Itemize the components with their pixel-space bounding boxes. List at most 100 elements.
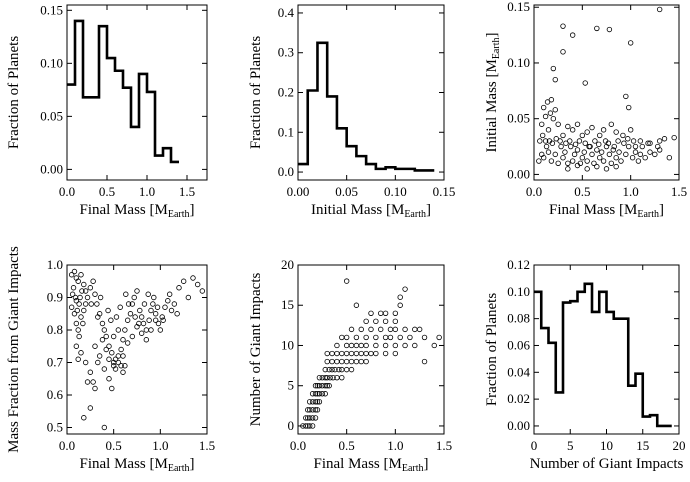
scatter-point [115,327,122,333]
scatter-point [71,268,78,275]
scatter-point [101,424,108,431]
scatter-point [146,317,152,323]
scatter-point [565,123,571,130]
scatter-point [666,155,673,161]
scatter-point [407,334,413,341]
y-tick-label: 1.0 [47,257,63,272]
y-tick-label: 15 [281,297,294,312]
scatter-point [334,350,340,357]
scatter-point [316,391,323,397]
scatter-point [655,143,661,150]
scatter-point [159,314,165,320]
scatter-point [550,115,557,122]
scatter-point [82,301,89,307]
scatter-point [378,310,384,316]
y-tick-label: 0.06 [507,337,530,352]
panel-2: 0.00 0.05 0.10 0.15 0.0 0.1 0.2 0.3 0.4 Initial M… [248,4,455,220]
scatter-point [185,294,192,301]
scatter-point [387,334,394,341]
scatter-point [329,358,335,365]
scatter-point [637,151,644,158]
scatter-point [101,366,108,372]
scatter-point [106,343,112,349]
scatter-point [353,350,360,357]
scatter-point [608,121,615,127]
scatter-point [579,155,586,161]
y-tick-label: 0.00 [507,166,530,181]
y-tick-label: 0 [288,418,295,433]
scatter-point [327,374,333,381]
scatter-point [339,374,345,381]
histogram-step-line [534,282,672,428]
scatter-point [122,327,128,333]
scatter-point [132,314,138,320]
y-tick-label: 0.05 [40,108,63,123]
scatter-point [605,140,612,146]
scatter-point [138,330,145,336]
scatter-point [412,342,418,349]
panel-3: 0.0 0.5 1.0 1.5 0.00 0.05 0.10 0.15 Final Mass [… [484,0,687,220]
scatter-point [543,143,550,150]
scatter-point [563,140,569,146]
scatter-point [92,343,98,349]
scatter-point [73,320,80,327]
y-tick-label: 0.00 [507,418,530,433]
scatter-point [120,369,126,375]
scatter-point [324,350,330,357]
scatter-point [76,333,82,340]
scatter-point [616,149,622,155]
scatter-point [620,132,626,139]
y-tick-label: 0.7 [47,355,64,370]
scatter-point [110,333,117,340]
x-tick-label: 1.5 [199,438,215,453]
scatter-point [140,320,147,327]
scatter-point [358,342,364,349]
scatter-point [358,350,364,357]
scatter-point [75,356,81,362]
scatter-point [326,366,332,373]
scatter-point [96,353,103,359]
y-axis-label: Fraction of Planets [6,36,22,149]
scatter-point [336,366,342,373]
scatter-point [358,358,364,365]
scatter-point [363,334,369,341]
scatter-point [324,383,330,389]
scatter-point [75,278,81,284]
scatter-point [574,162,581,169]
scatter-point [90,379,96,385]
scatter-point [155,320,162,327]
scatter-point [314,399,321,405]
x-tick-label: 0.10 [384,184,407,199]
x-tick-label: 1.0 [139,184,155,199]
scatter-point [625,136,631,142]
scatter-point [148,307,154,314]
scatter-point [76,301,82,307]
y-tick-label: 0.4 [278,5,295,20]
y-tick-label: 0.10 [507,284,530,299]
scatter-point [330,374,336,381]
scatter-point [136,320,142,327]
scatter-point [99,320,106,327]
scatter-point [358,326,364,333]
scatter-point [312,391,319,397]
scatter-point [363,318,369,325]
scatter-point [73,298,80,304]
scatter-point [90,278,96,284]
scatter-point [70,285,77,291]
scatter-point [312,407,319,413]
scatter-point [99,337,106,343]
scatter-point [431,342,437,349]
x-tick-label: 0.5 [339,438,355,453]
x-tick-label: 15 [636,438,649,453]
scatter-point [326,383,332,389]
scatter-point [68,272,75,278]
scatter-point [589,124,595,131]
scatter-point [635,158,642,164]
scatter-point [101,327,108,333]
scatter-point [79,288,85,294]
scatter-point [124,317,131,323]
y-tick-label: 5 [288,378,295,393]
scatter-point [329,350,335,357]
x-tick-label: 0.00 [287,184,310,199]
scatter-point [316,399,323,405]
